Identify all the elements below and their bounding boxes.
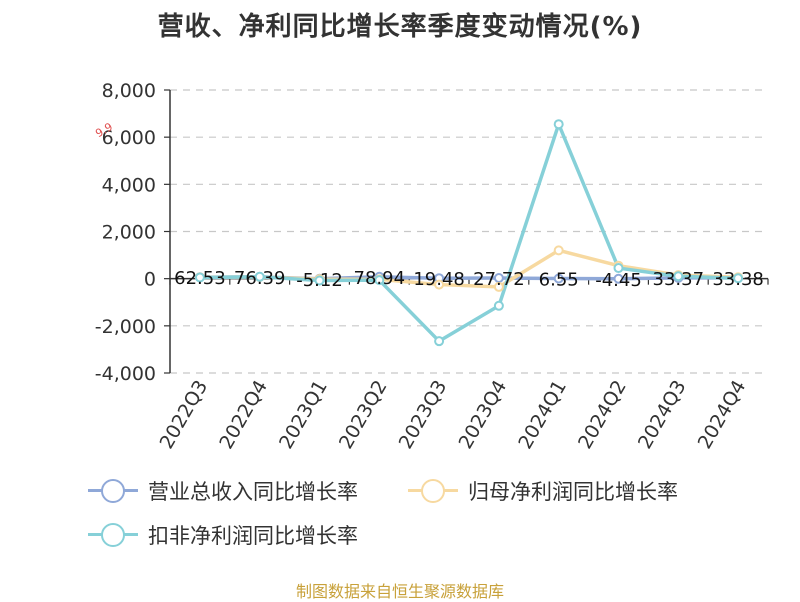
y-tick-label: 6,000	[102, 127, 156, 149]
legend-label-revenue: 营业总收入同比增长率	[148, 480, 358, 504]
data-point[interactable]	[493, 281, 504, 292]
x-tick-label: 2024Q3	[634, 377, 691, 453]
y-tick-label: 2,000	[102, 222, 156, 244]
legend-item-deducted-net-profit[interactable]: 扣非净利润同比增长率	[88, 520, 358, 550]
legend-label-net-profit: 归母净利润同比增长率	[468, 480, 678, 504]
data-point[interactable]	[553, 245, 564, 256]
x-tick-label: 2024Q2	[574, 377, 631, 453]
grid-lines	[170, 89, 768, 374]
y-tick-label: 0	[144, 269, 156, 291]
data-point[interactable]	[553, 119, 564, 130]
x-tick-label: 2022Q3	[155, 377, 212, 453]
y-tick-label: -4,000	[95, 363, 156, 385]
data-point[interactable]	[434, 279, 445, 290]
x-tick-label: 2022Q4	[215, 377, 272, 453]
data-source-note: 制图数据来自恒生聚源数据库	[295, 582, 504, 601]
data-point[interactable]	[194, 272, 205, 283]
y-axis: 8,000 6,000 4,000 2,000 0 -2,000 -4,000	[95, 80, 171, 385]
legend-item-net-profit[interactable]: 归母净利润同比增长率	[408, 476, 678, 506]
data-labels: 62.53 76.39 -5.12 78.94 19.48 27.72 6.55 -4.45 3…	[174, 268, 764, 291]
legend-label-deducted-net-profit: 扣非净利润同比增长率	[148, 524, 358, 548]
y-tick-label: -2,000	[95, 316, 156, 338]
data-point[interactable]	[553, 273, 564, 284]
series-lines	[199, 122, 739, 343]
data-point[interactable]	[434, 336, 445, 347]
legend-swatch-revenue	[88, 478, 138, 504]
data-point[interactable]	[314, 275, 325, 286]
data-label: 33.38	[712, 269, 764, 290]
data-label: 62.53	[174, 268, 226, 289]
legend-item-revenue[interactable]: 营业总收入同比增长率	[88, 476, 358, 506]
data-label: 78.94	[354, 268, 406, 289]
data-label: 6.55	[539, 270, 579, 291]
data-point[interactable]	[254, 271, 265, 282]
data-point[interactable]	[733, 273, 744, 284]
data-label: 19.48	[413, 269, 465, 290]
x-axis: 2022Q3 2022Q4 2023Q1 2023Q2 2023Q3 2023Q4 2024…	[155, 277, 769, 453]
data-point[interactable]	[673, 271, 684, 282]
data-points	[194, 119, 744, 347]
data-point[interactable]	[613, 273, 624, 284]
data-label: -5.12	[296, 270, 343, 291]
data-point[interactable]	[493, 300, 504, 311]
y-tick-label: 4,000	[102, 174, 156, 196]
x-tick-label: 2023Q2	[335, 377, 392, 453]
chart-title: 营收、净利同比增长率季度变动情况(%)	[157, 12, 643, 42]
series-line-2	[199, 122, 739, 343]
data-label: 33.37	[653, 269, 705, 290]
x-tick-label: 2024Q4	[694, 377, 751, 453]
data-point[interactable]	[613, 263, 624, 274]
x-tick-label: 2023Q4	[454, 377, 511, 453]
data-point[interactable]	[374, 275, 385, 286]
data-label: 76.39	[234, 268, 286, 289]
x-tick-label: 2024Q1	[514, 377, 571, 453]
legend-swatch-deducted-net-profit	[88, 522, 138, 548]
x-tick-label: 2023Q3	[395, 376, 452, 452]
legend-swatch-net-profit	[408, 478, 458, 504]
data-label: -4.45	[595, 270, 642, 291]
data-label: 27.72	[473, 269, 525, 290]
x-tick-label: 2023Q1	[275, 377, 332, 453]
y-tick-label: 8,000	[102, 80, 156, 102]
